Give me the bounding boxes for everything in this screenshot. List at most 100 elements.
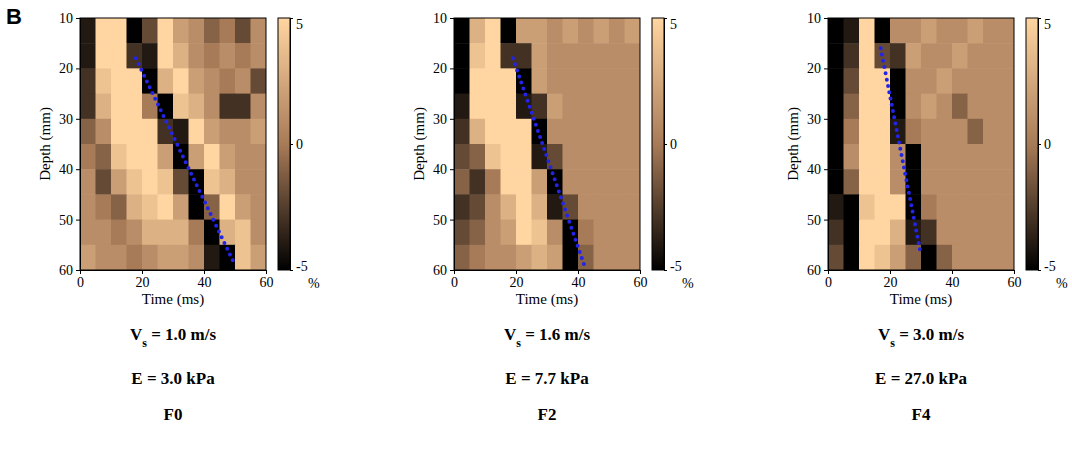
tick: 20 xyxy=(510,270,524,290)
heatmap-cell xyxy=(173,245,189,270)
heatmap-cell xyxy=(875,220,891,246)
heatmap-cell xyxy=(563,194,579,220)
caption: E = 7.7 kPa xyxy=(505,369,589,388)
heatmap-cell xyxy=(485,194,501,220)
heatmap-cell xyxy=(251,119,267,145)
tick-mark xyxy=(1038,270,1041,271)
caption: Vs = 1.0 m/s xyxy=(130,325,217,350)
heatmap-cell xyxy=(454,144,470,170)
heatmap-cell xyxy=(235,144,251,170)
caption: F2 xyxy=(538,405,557,424)
heatmap-cell xyxy=(594,169,610,195)
heatmap-cell xyxy=(625,119,641,145)
heatmap-cell xyxy=(609,169,625,195)
tick-label: 10 xyxy=(59,11,73,26)
heatmap-cell xyxy=(96,94,112,120)
caption: E = 27.0 kPa xyxy=(875,369,967,388)
heatmap-cell xyxy=(204,94,220,120)
tick-mark xyxy=(640,270,641,274)
heatmap-cell xyxy=(999,144,1015,170)
tick-mark xyxy=(890,270,891,274)
heatmap-cell xyxy=(906,43,922,69)
colorbar: -5 0 5% xyxy=(652,17,694,291)
heatmap-cell xyxy=(563,18,579,44)
tick: 10 xyxy=(59,11,80,26)
heatmap-cell xyxy=(189,94,205,120)
heatmap-cell xyxy=(251,220,267,246)
heatmap-cell xyxy=(547,245,563,270)
tick-label: -5 xyxy=(670,259,682,274)
tick-mark xyxy=(76,270,80,271)
heatmap-cell xyxy=(625,220,641,246)
tick: -5 xyxy=(1038,259,1056,274)
tick: 20 xyxy=(433,61,454,76)
heatmap-cell xyxy=(220,119,236,145)
tick-mark xyxy=(450,169,454,170)
heatmap-cell xyxy=(921,94,937,120)
heatmap-cell xyxy=(890,68,906,94)
heatmap-cell xyxy=(501,245,517,270)
axis-line xyxy=(829,271,1015,275)
tick-label: 20 xyxy=(136,275,150,290)
tick-label: 60 xyxy=(807,263,821,278)
heatmap-cell xyxy=(127,144,143,170)
heatmap-cell xyxy=(952,18,968,44)
heatmap-cell xyxy=(127,169,143,195)
heatmap-cell xyxy=(937,18,953,44)
tick: 5 xyxy=(664,17,677,32)
heatmap-cell xyxy=(968,119,984,145)
heatmap-cell xyxy=(142,68,158,94)
plot-area xyxy=(828,18,1014,270)
panel: 0204060102030405060Time (ms)Depth (mm)-5… xyxy=(37,11,320,424)
heatmap-cell xyxy=(983,94,999,120)
heatmap-cell xyxy=(220,94,236,120)
heatmap-cell xyxy=(828,68,844,94)
heatmap-cell xyxy=(485,68,501,94)
tick: 20 xyxy=(807,61,828,76)
heatmap-cell xyxy=(563,119,579,145)
tick: 60 xyxy=(260,270,274,290)
heatmap-cell xyxy=(173,18,189,44)
axis: 0204060 xyxy=(825,270,1022,290)
heatmap-cell xyxy=(968,68,984,94)
heatmap-cell xyxy=(454,194,470,220)
heatmap-cell xyxy=(235,43,251,69)
heatmap-cell xyxy=(96,220,112,246)
heatmap-cell xyxy=(952,169,968,195)
tick-mark xyxy=(450,220,454,221)
tick-label: 40 xyxy=(59,162,73,177)
heatmap-cell xyxy=(454,169,470,195)
heatmap-cell xyxy=(173,194,189,220)
heatmap-cell xyxy=(501,119,517,145)
heatmap-cell xyxy=(189,144,205,170)
heatmap-cell xyxy=(594,18,610,44)
plot-area xyxy=(454,18,640,270)
tick-label: -5 xyxy=(1044,259,1056,274)
tick-label: 30 xyxy=(59,112,73,127)
colorbar-unit: % xyxy=(1056,276,1068,291)
tick-mark xyxy=(824,169,828,170)
tick: 20 xyxy=(59,61,80,76)
heatmap-cell xyxy=(173,94,189,120)
colorbar-unit: % xyxy=(682,276,694,291)
heatmap-cell xyxy=(828,169,844,195)
heatmap-cell xyxy=(220,18,236,44)
x-axis-title: Time (ms) xyxy=(142,291,204,308)
tick-label: 0 xyxy=(670,137,677,152)
heatmap-cell xyxy=(470,194,486,220)
heatmap-cell xyxy=(594,245,610,270)
tick-mark xyxy=(450,18,454,19)
heatmap-cell xyxy=(189,43,205,69)
heatmap-cell xyxy=(999,119,1015,145)
heatmap-cell xyxy=(173,43,189,69)
tick-label: 60 xyxy=(1008,275,1022,290)
tick-label: 30 xyxy=(433,112,447,127)
heatmap-cell xyxy=(578,43,594,69)
heatmap-cell xyxy=(563,169,579,195)
tick-label: 50 xyxy=(433,213,447,228)
heatmap-cell xyxy=(952,94,968,120)
heatmap-cell xyxy=(609,245,625,270)
plot-frame xyxy=(80,18,266,270)
heatmap-cell xyxy=(844,169,860,195)
heatmap-cell xyxy=(204,169,220,195)
